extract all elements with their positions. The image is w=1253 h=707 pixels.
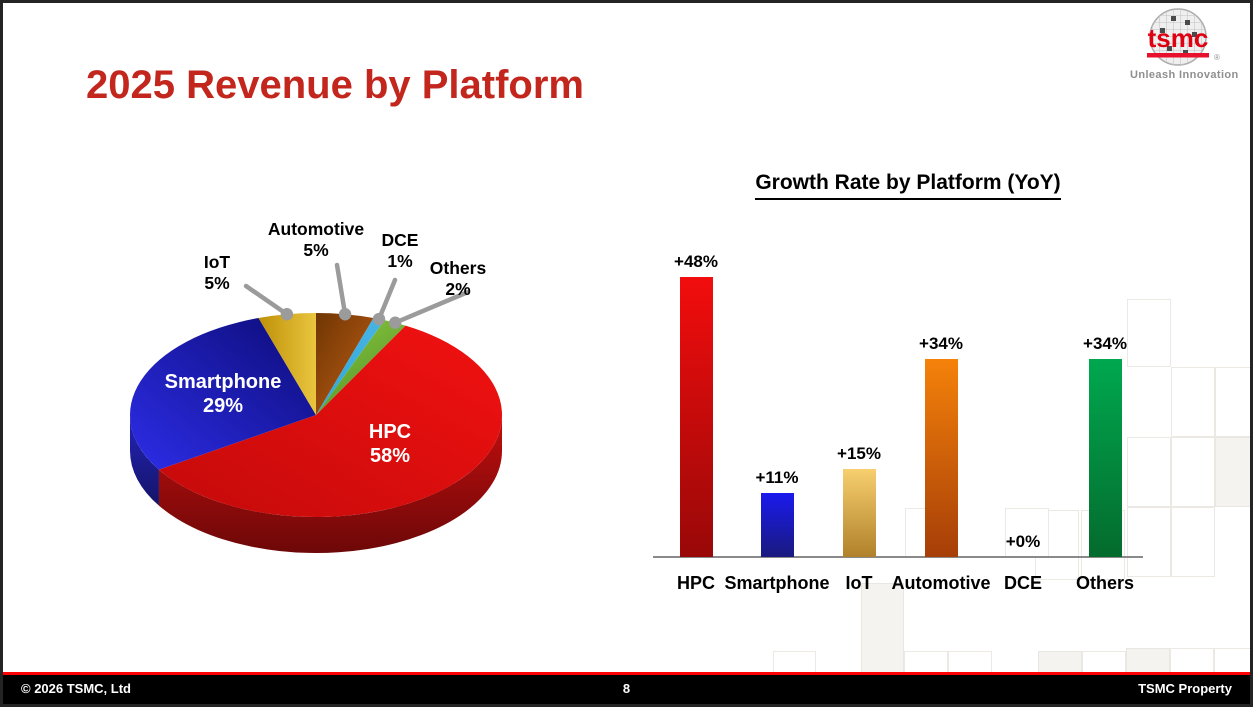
footer-property: TSMC Property — [1138, 681, 1232, 696]
pie-slice-automotive — [316, 313, 374, 415]
decor-square — [1127, 299, 1171, 367]
bar-category-dce: DCE — [1003, 573, 1042, 593]
pie-value-hpc: 58% — [370, 445, 410, 467]
decor-square — [1215, 437, 1250, 507]
leader-line-iot — [243, 283, 290, 317]
bar-others — [1088, 359, 1122, 557]
bar-value-smartphone: +11% — [755, 468, 799, 487]
bar-category-hpc: HPC — [676, 573, 715, 593]
leader-line-others — [392, 289, 471, 325]
pie-slice-iot — [258, 313, 316, 415]
tsmc-logo: tsmc ® Unleash Innovation — [1130, 8, 1238, 81]
page-title: 2025 Revenue by Platform — [86, 63, 584, 107]
pie-label-iot: IoT — [204, 252, 231, 272]
pie-label-dce: DCE — [382, 230, 419, 250]
bar-smartphone — [760, 493, 794, 557]
bar-automotive — [924, 359, 958, 557]
pie-wall-smartphone — [130, 415, 159, 506]
logo-tagline: Unleash Innovation — [1130, 69, 1239, 81]
pie-slice-others — [316, 320, 406, 415]
bar-category-automotive: Automotive — [891, 573, 991, 593]
footer-copyright: © 2026 TSMC, Ltd — [21, 681, 131, 696]
footer-page-number: 8 — [622, 681, 631, 696]
decor-square — [1171, 507, 1215, 577]
bar-value-others: +34% — [1083, 334, 1127, 353]
bar-hpc — [679, 277, 713, 557]
bar-category-others: Others — [1075, 573, 1135, 593]
bar-category-smartphone: Smartphone — [724, 573, 830, 593]
bar-value-hpc: +48% — [674, 252, 718, 271]
leader-dot-automotive — [338, 308, 352, 321]
pie-slice-dce — [316, 317, 385, 415]
x-axis-line — [653, 556, 1143, 558]
bar-chart-title-wrap: Growth Rate by Platform (YoY) — [643, 171, 1173, 200]
decor-square — [1127, 507, 1171, 577]
bar-iot — [842, 469, 876, 557]
wafer-dies — [1160, 16, 1197, 55]
decor-square — [1215, 367, 1250, 437]
pie-value-others: 2% — [445, 279, 471, 299]
pie-wall-hpc — [158, 415, 502, 554]
pie-value-smartphone: 29% — [203, 395, 243, 417]
logo-brand-text: tsmc — [1148, 23, 1209, 53]
leader-line-automotive — [334, 262, 348, 317]
decor-square — [1171, 367, 1215, 437]
pie-label-hpc: HPC — [369, 421, 411, 443]
pie-value-automotive: 5% — [303, 240, 329, 260]
pie-slice-smartphone — [129, 317, 316, 470]
pie-label-automotive: Automotive — [268, 219, 365, 239]
bar-value-dce: +0% — [1005, 532, 1041, 551]
pie-value-iot: 5% — [204, 273, 230, 293]
leader-dot-dce — [372, 312, 386, 326]
decor-square — [861, 583, 904, 676]
pie-value-dce: 1% — [387, 251, 413, 271]
leader-dot-iot — [280, 308, 294, 321]
logo-underline — [1147, 53, 1209, 58]
decor-square — [1171, 437, 1215, 507]
pie-slice-hpc — [158, 325, 503, 517]
decor-square — [1127, 437, 1171, 507]
wafer-logo-icon: tsmc ® — [1147, 8, 1220, 66]
leader-dot-others — [388, 316, 402, 329]
bar-value-iot: +15% — [837, 444, 881, 463]
pie-label-smartphone: Smartphone — [165, 371, 282, 393]
bar-chart: Growth Rate by Platform (YoY) +48% HPC +11… — [3, 3, 1250, 704]
pie-label-others: Others — [430, 258, 487, 278]
leader-line-dce — [376, 277, 398, 322]
logo-registered-mark: ® — [1214, 53, 1220, 62]
bar-chart-title: Growth Rate by Platform (YoY) — [755, 171, 1061, 200]
footer: © 2026 TSMC, Ltd 8 TSMC Property — [3, 672, 1250, 704]
decor-square — [1005, 508, 1049, 558]
bar-category-iot: IoT — [845, 573, 873, 593]
bar-value-automotive: +34% — [919, 334, 963, 353]
